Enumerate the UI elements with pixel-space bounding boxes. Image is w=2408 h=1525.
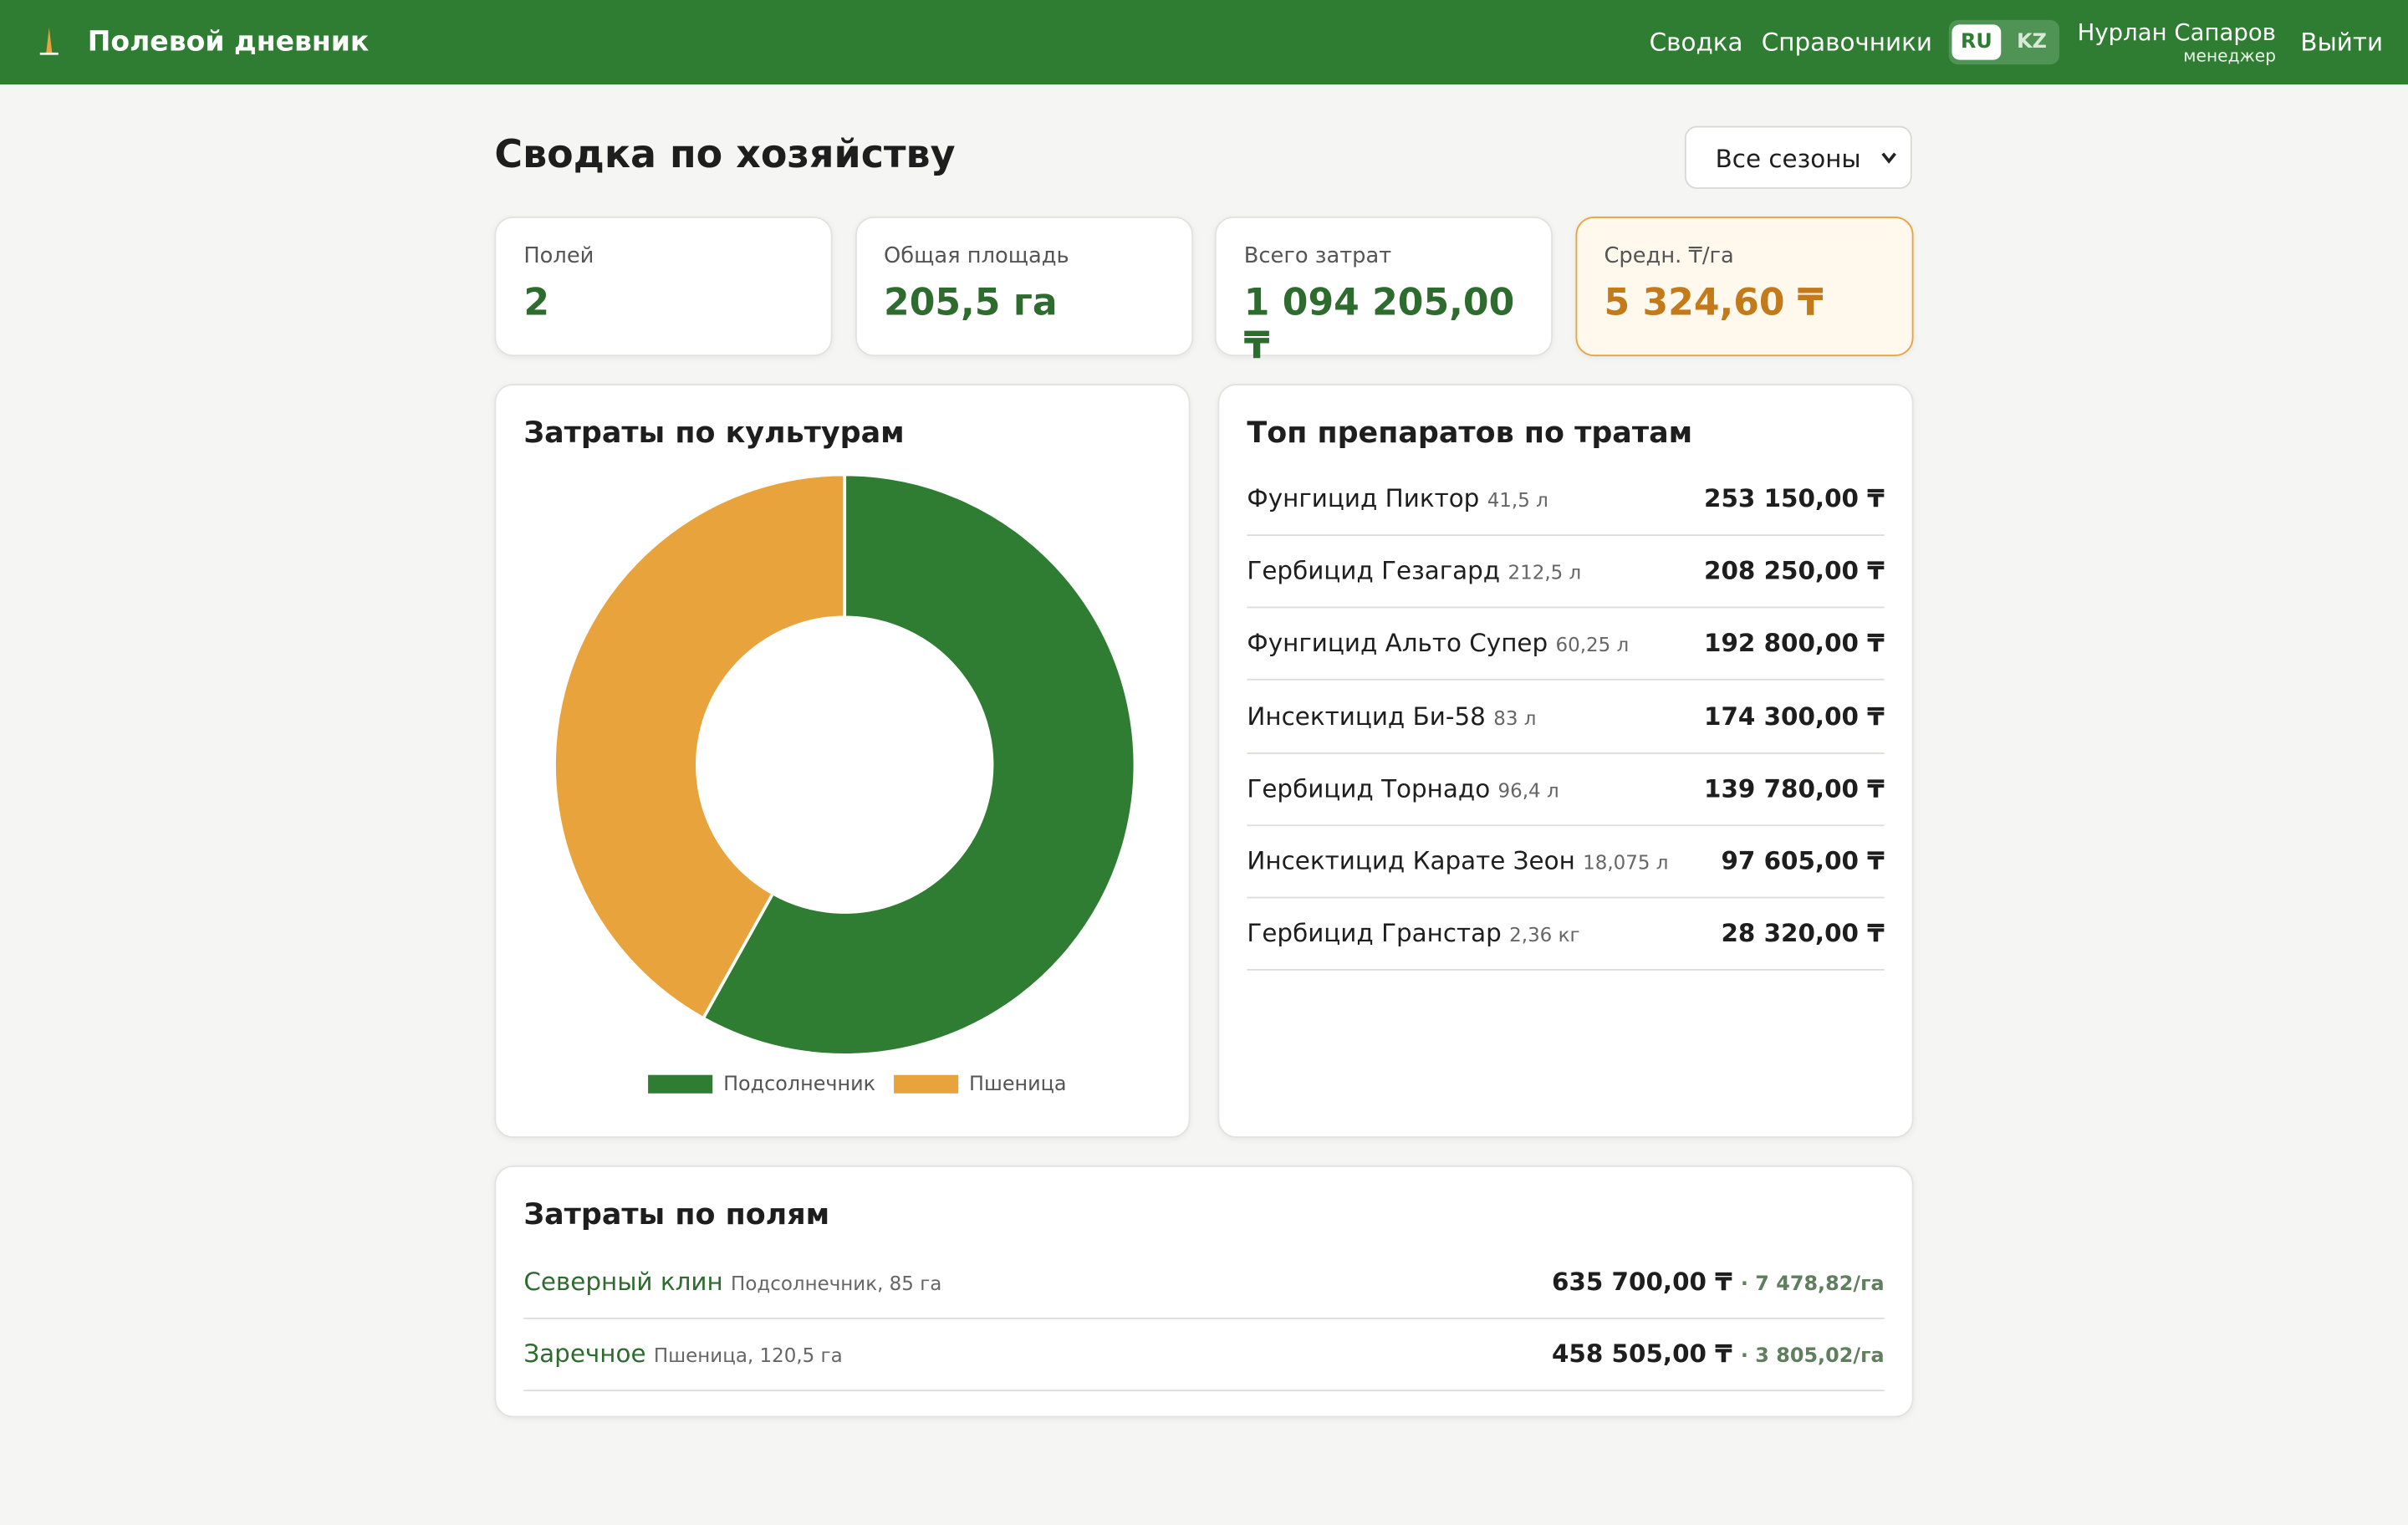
chevron bbox=[1881, 152, 1896, 164]
nav-link[interactable]: Сводка bbox=[1649, 28, 1743, 57]
product-name-wrap: Гербицид Торнадо 96,4 л bbox=[1247, 773, 1559, 803]
product-row: Инсектицид Би-58 83 л 174 300,00 ₸ bbox=[1247, 680, 1885, 754]
legend-label: Пшеница bbox=[969, 1072, 1066, 1095]
product-cost: 97 605,00 ₸ bbox=[1721, 846, 1885, 875]
page-title: Сводка по хозяйству bbox=[494, 131, 956, 177]
product-row: Гербицид Гранстар 2,36 кг 28 320,00 ₸ bbox=[1247, 897, 1885, 972]
header: Полевой дневник Сводка Справочники RU KZ… bbox=[0, 0, 2408, 85]
language-switch: RU KZ bbox=[1948, 19, 2060, 65]
product-name-wrap: Инсектицид Би-58 83 л bbox=[1247, 701, 1536, 731]
kpi-card: Общая площадь 205,5 га bbox=[855, 216, 1193, 357]
user-name: Нурлан Сапаров bbox=[2077, 18, 2277, 47]
crop-chart-card: Затраты по культурам Подсолнечник Пшеница bbox=[494, 384, 1191, 1139]
product-name-wrap: Фунгицид Альто Супер 60,25 л bbox=[1247, 629, 1629, 658]
donut-slice bbox=[553, 472, 847, 1021]
product-name: Фунгицид Пиктор bbox=[1247, 483, 1480, 513]
product-name: Инсектицид Би-58 bbox=[1247, 701, 1486, 731]
product-row: Фунгицид Пиктор 41,5 л 253 150,00 ₸ bbox=[1247, 462, 1885, 537]
product-row: Гербицид Гезагард 212,5 л 208 250,00 ₸ bbox=[1247, 535, 1885, 609]
kpi-label: Общая площадь bbox=[884, 244, 1069, 269]
field-name[interactable]: Северный клин bbox=[523, 1267, 723, 1297]
kpi-value: 1 094 205,00 ₸ bbox=[1243, 281, 1515, 367]
select-value: Все сезоны bbox=[1715, 144, 1861, 174]
top-products-card: Топ препаратов по тратам Фунгицид Пиктор… bbox=[1217, 384, 1914, 1139]
field-name[interactable]: Заречное bbox=[523, 1339, 646, 1369]
product-row: Фунгицид Альто Супер 60,25 л 192 800,00 ₸ bbox=[1247, 607, 1885, 681]
brand[interactable]: Полевой дневник bbox=[87, 26, 370, 59]
product-cost: 28 320,00 ₸ bbox=[1721, 918, 1885, 948]
product-name-wrap: Гербицид Гранстар 2,36 кг bbox=[1247, 919, 1579, 948]
card-title: Затраты по культурам bbox=[523, 416, 905, 451]
card-title: Затраты по полям bbox=[523, 1197, 830, 1232]
kpi-card: Всего затрат 1 094 205,00 ₸ bbox=[1214, 216, 1553, 367]
product-amount: 60,25 л bbox=[1555, 633, 1630, 657]
logout[interactable]: Выйти bbox=[2300, 28, 2384, 57]
kpi-label: Полей bbox=[523, 244, 594, 269]
kpi-label: Всего затрат bbox=[1243, 244, 1392, 269]
kpi-card: Полей 2 bbox=[494, 216, 833, 357]
product-name: Гербицид Гезагард bbox=[1247, 556, 1501, 586]
field-name-wrap: Северный клин Подсолнечник, 85 га bbox=[523, 1267, 941, 1296]
lang-option[interactable]: RU bbox=[1951, 24, 2002, 60]
field-row: Северный клин Подсолнечник, 85 га 635 700… bbox=[523, 1246, 1885, 1319]
product-cost: 174 300,00 ₸ bbox=[1703, 701, 1885, 731]
kpi-value: 205,5 га bbox=[884, 281, 1058, 324]
product-amount: 2,36 кг bbox=[1509, 923, 1580, 946]
product-amount: 18,075 л bbox=[1583, 850, 1669, 875]
product-amount: 83 л bbox=[1493, 706, 1537, 729]
field-per-ha: · 3 805,02/га bbox=[1740, 1344, 1885, 1369]
product-name-wrap: Гербицид Гезагард 212,5 л bbox=[1247, 556, 1581, 585]
product-amount: 96,4 л bbox=[1497, 778, 1559, 802]
product-row: Гербицид Торнадо 96,4 л 139 780,00 ₸ bbox=[1247, 752, 1885, 826]
field-cost: 635 700,00 ₸ bbox=[1551, 1267, 1732, 1297]
legend-swatch bbox=[648, 1074, 713, 1094]
product-name-wrap: Фунгицид Пиктор 41,5 л bbox=[1247, 484, 1548, 513]
field-name-wrap: Заречное Пшеница, 120,5 га bbox=[523, 1339, 842, 1369]
kpi-card: Средн. ₸/га 5 324,60 ₸ bbox=[1574, 216, 1913, 357]
donut-chart: Подсолнечник Пшеница bbox=[553, 472, 1137, 1095]
product-cost: 208 250,00 ₸ bbox=[1703, 556, 1885, 586]
product-amount: 212,5 л bbox=[1508, 560, 1582, 584]
user-role: менеджер bbox=[2183, 46, 2277, 66]
product-cost: 253 150,00 ₸ bbox=[1703, 483, 1885, 513]
product-amount: 41,5 л bbox=[1487, 488, 1548, 512]
kpi-value: 2 bbox=[523, 281, 550, 324]
product-name: Гербицид Торнадо bbox=[1247, 773, 1491, 803]
fields-card: Затраты по полям Северный клин Подсолнеч… bbox=[494, 1165, 1914, 1418]
product-cost: 192 800,00 ₸ bbox=[1703, 628, 1885, 658]
field-meta: Пшеница, 120,5 га bbox=[653, 1344, 843, 1367]
field-per-ha: · 7 478,82/га bbox=[1740, 1273, 1885, 1297]
field-row: Заречное Пшеница, 120,5 га 458 505,00 ₸ ·… bbox=[523, 1318, 1885, 1392]
card-title: Топ препаратов по тратам bbox=[1247, 416, 1693, 451]
product-name: Фунгицид Альто Супер bbox=[1247, 628, 1548, 658]
field-cost: 458 505,00 ₸ bbox=[1551, 1339, 1732, 1369]
kpi-value: 5 324,60 ₸ bbox=[1604, 281, 1824, 324]
nav-link[interactable]: Справочники bbox=[1761, 28, 1932, 57]
season-select[interactable]: Все сезоны bbox=[1684, 125, 1912, 189]
product-name-wrap: Инсектицид Карате Зеон 18,075 л bbox=[1247, 846, 1668, 875]
donut-slice bbox=[701, 472, 1137, 1057]
product-name: Гербицид Гранстар bbox=[1247, 918, 1502, 948]
legend-label: Подсолнечник bbox=[723, 1072, 875, 1095]
field-meta: Подсолнечник, 85 га bbox=[731, 1271, 942, 1295]
product-name: Инсектицид Карате Зеон bbox=[1247, 846, 1575, 875]
product-cost: 139 780,00 ₸ bbox=[1703, 773, 1885, 803]
field-cost-wrap: 458 505,00 ₸ · 3 805,02/га bbox=[1552, 1339, 1885, 1369]
legend-swatch bbox=[894, 1074, 959, 1094]
logo bbox=[39, 28, 59, 55]
field-cost-wrap: 635 700,00 ₸ · 7 478,82/га bbox=[1552, 1267, 1885, 1296]
product-row: Инсектицид Карате Зеон 18,075 л 97 605,00… bbox=[1247, 824, 1885, 899]
kpi-label: Средн. ₸/га bbox=[1604, 244, 1734, 269]
lang-option[interactable]: KZ bbox=[2017, 30, 2047, 54]
